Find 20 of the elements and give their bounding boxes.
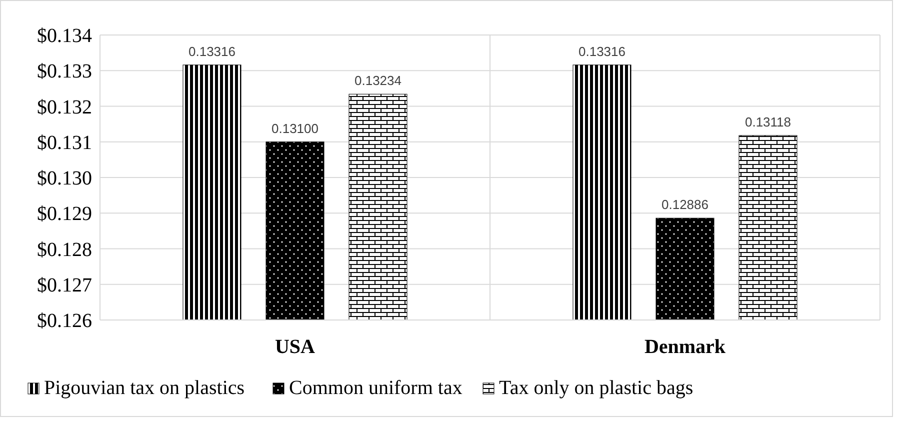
y-tick-label: $0.127 — [37, 274, 92, 296]
y-tick-label: $0.130 — [37, 168, 92, 190]
data-label: 0.13316 — [578, 44, 626, 59]
y-tick-label: $0.126 — [37, 310, 92, 332]
data-label: 0.13234 — [354, 73, 402, 88]
y-tick-label: $0.129 — [37, 203, 92, 226]
y-tick-label: $0.134 — [37, 25, 92, 47]
y-tick-label: $0.132 — [37, 96, 92, 118]
y-tick-label: $0.133 — [37, 60, 92, 83]
legend-label: Common uniform tax — [289, 377, 462, 399]
y-tick-label: $0.128 — [37, 238, 92, 261]
legend-label: Tax only on plastic bags — [499, 377, 694, 399]
data-label: 0.12886 — [662, 197, 708, 212]
x-tick-label: Denmark — [644, 336, 726, 358]
x-tick-label: USA — [274, 336, 316, 358]
legend-label: Pigouvian tax on plastics — [44, 377, 245, 399]
data-label: 0.13100 — [272, 120, 318, 136]
data-label: 0.13118 — [744, 114, 792, 130]
y-tick-label: $0.131 — [37, 132, 92, 154]
data-label: 0.13316 — [188, 44, 236, 59]
